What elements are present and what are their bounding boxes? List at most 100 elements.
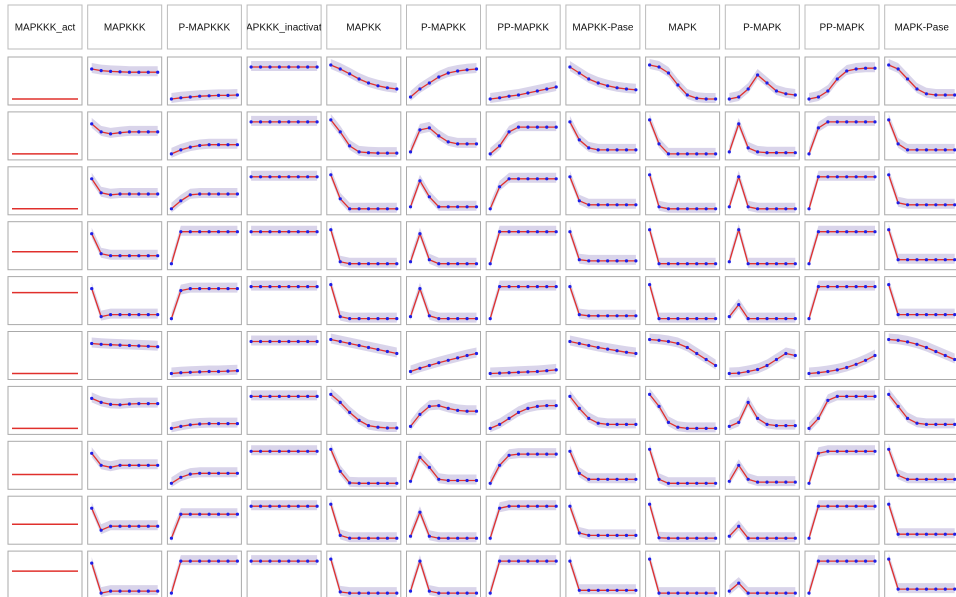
data-dot — [258, 449, 263, 453]
data-dot — [277, 230, 281, 234]
data-dot — [746, 591, 750, 595]
data-dot — [887, 337, 891, 342]
data-dot — [348, 262, 352, 266]
data-dot — [896, 142, 900, 146]
data-dot — [737, 524, 741, 528]
data-dot — [737, 371, 741, 375]
data-dot — [446, 406, 450, 410]
data-dot — [727, 205, 731, 209]
data-dot — [329, 283, 333, 287]
data-dot — [568, 559, 572, 563]
column-header: PP-MAPKK — [497, 23, 549, 34]
data-dot — [146, 344, 150, 348]
data-dot — [587, 588, 591, 592]
data-dot — [226, 512, 230, 516]
data-dot — [915, 587, 919, 591]
data-dot — [634, 533, 638, 538]
data-dot — [784, 591, 788, 595]
data-dot — [666, 71, 671, 75]
data-dot — [596, 533, 600, 538]
spread-band — [569, 555, 636, 595]
data-dot — [207, 422, 211, 426]
data-dot — [108, 313, 113, 317]
data-dot — [216, 230, 221, 234]
data-dot — [695, 152, 699, 156]
panel-box — [7, 440, 83, 490]
data-dot — [446, 262, 450, 266]
data-dot — [905, 148, 910, 152]
data-dot — [108, 193, 113, 197]
data-dot — [755, 591, 760, 595]
data-dot — [615, 259, 619, 263]
data-dot — [287, 504, 291, 508]
spread-band — [569, 335, 636, 358]
data-dot — [108, 254, 113, 258]
data-dot — [306, 504, 310, 508]
data-dot — [179, 289, 183, 293]
data-dot — [357, 536, 361, 540]
data-dot — [226, 369, 230, 373]
data-dot — [277, 339, 281, 344]
spread-band — [490, 81, 557, 103]
data-dot — [169, 152, 173, 156]
data-dot — [615, 203, 619, 207]
data-dot — [507, 94, 511, 98]
data-dot — [554, 85, 558, 89]
data-dot — [835, 394, 839, 398]
data-dot — [287, 449, 291, 453]
data-dot — [807, 536, 811, 540]
data-dot — [179, 559, 183, 563]
data-dot — [943, 258, 947, 262]
data-dot — [905, 313, 910, 317]
data-dot — [329, 228, 333, 232]
data-dot — [338, 533, 342, 538]
data-dot — [287, 559, 291, 563]
data-dot — [296, 394, 300, 398]
data-dot — [296, 449, 300, 453]
data-dot — [545, 177, 549, 181]
data-dot — [376, 151, 380, 155]
data-dot — [774, 89, 779, 93]
data-dot — [854, 175, 858, 179]
data-dot — [615, 148, 619, 152]
data-dot — [606, 148, 610, 152]
data-dot — [835, 77, 839, 81]
data-dot — [226, 559, 230, 563]
data-dot — [437, 205, 441, 209]
data-dot — [296, 339, 300, 344]
spread-band — [91, 282, 158, 321]
data-dot — [329, 447, 333, 451]
data-dot — [268, 65, 272, 69]
data-dot — [943, 422, 947, 426]
data-dot — [896, 532, 900, 536]
data-dot — [624, 87, 629, 91]
spread-band — [569, 61, 636, 94]
data-dot — [146, 254, 150, 258]
data-dot — [577, 341, 581, 346]
data-dot — [207, 192, 211, 196]
data-dot — [615, 477, 619, 481]
data-dot — [606, 533, 610, 538]
data-dot — [418, 366, 422, 370]
data-dot — [90, 67, 94, 71]
data-dot — [765, 262, 769, 266]
spread-band — [729, 298, 796, 323]
data-dot — [704, 317, 708, 321]
data-dot — [863, 230, 868, 234]
data-dot — [357, 150, 361, 154]
spread-band — [330, 59, 397, 93]
panel-box — [7, 550, 83, 597]
data-dot — [737, 95, 741, 99]
data-dot — [249, 120, 253, 124]
data-dot — [704, 481, 708, 485]
data-dot — [634, 314, 638, 318]
data-dot — [554, 452, 558, 456]
data-dot — [498, 506, 502, 510]
data-dot — [657, 404, 661, 408]
data-dot — [568, 65, 572, 69]
data-dot — [835, 285, 839, 289]
data-dot — [127, 343, 132, 348]
data-dot — [526, 452, 530, 456]
spread-band — [888, 59, 955, 99]
data-dot — [408, 260, 413, 264]
